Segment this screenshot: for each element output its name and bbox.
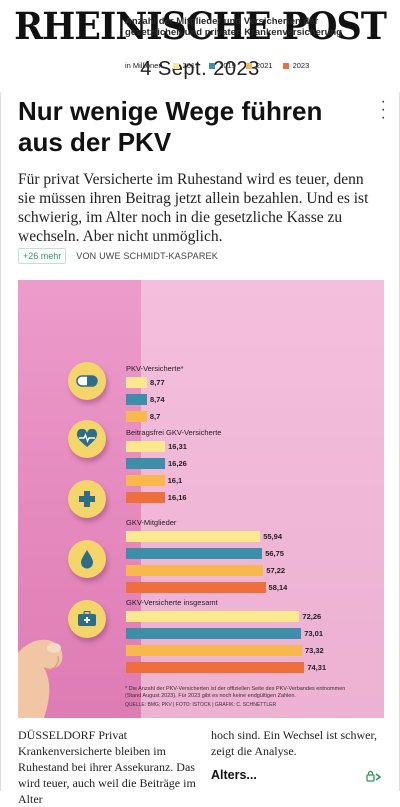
chart-data-label: 16,16 xyxy=(167,493,187,502)
chart-data-label: 8,77 xyxy=(150,378,165,387)
legend-entry: 2017 xyxy=(182,61,200,70)
chart-group-label: Beitragsfrei GKV-Versicherte xyxy=(126,428,222,437)
article-body-right: hoch sind. Ein Wechsel ist schwer, zeigt… xyxy=(211,728,377,758)
medical-cross-icon xyxy=(68,480,106,518)
article-body-left: DÜSSELDORF Privat Krankenversicherte ble… xyxy=(18,728,196,806)
chart-bar xyxy=(126,492,165,503)
chart-data-label: 16,1 xyxy=(167,476,183,485)
chart-bar xyxy=(126,645,302,656)
chart-legend: in Millionen 2017 2019 2021 2023 xyxy=(125,61,309,70)
continue-arrow-icon[interactable] xyxy=(366,771,382,783)
chart-group-label: GKV-Versicherte insgesamt xyxy=(126,598,218,607)
chart-bar xyxy=(126,531,261,542)
article-headline: Nur wenige Wege führen aus der PKV xyxy=(18,96,323,157)
chart-data-label: 73,32 xyxy=(304,646,324,655)
chart-data-label: 8,7 xyxy=(149,412,161,421)
capsule-icon xyxy=(68,362,106,400)
author-byline: VON UWE SCHMIDT-KASPAREK xyxy=(76,251,218,261)
legend-entry: 2021 xyxy=(255,61,273,70)
chart-bar xyxy=(126,582,266,593)
chart-bar xyxy=(126,565,264,576)
hand-illustration xyxy=(18,639,63,718)
chart-bar xyxy=(126,377,148,388)
chart-bar xyxy=(126,611,300,622)
edition-date: 4 Sept. 2023 xyxy=(140,58,260,80)
chart-data-label: 55,94 xyxy=(263,532,283,541)
chart-data-label: 16,31 xyxy=(168,442,187,451)
chart-group-label: PKV-Versicherte* xyxy=(126,364,184,373)
legend-swatch xyxy=(172,62,179,69)
legend-entry: 2019 xyxy=(219,61,236,70)
chart-title: Anzahl der Mitglieder und Versicherten d… xyxy=(125,16,342,38)
chart-bar xyxy=(126,475,165,486)
chart-bar xyxy=(126,662,305,673)
legend-swatch xyxy=(282,62,289,69)
chart-bar xyxy=(126,394,147,405)
article-meta: +26 mehr VON UWE SCHMIDT-KASPAREK xyxy=(18,248,218,264)
legend-swatch xyxy=(209,62,216,69)
more-articles-badge[interactable]: +26 mehr xyxy=(18,248,67,264)
first-aid-kit-icon xyxy=(68,600,106,638)
chart-data-label: 16,26 xyxy=(168,459,187,468)
drop-icon xyxy=(68,540,106,578)
chart-data-label: 58,14 xyxy=(268,583,288,592)
masthead: RHEINISCHE POST 4 Sept. 2023 xyxy=(0,0,400,92)
chart-data-label: 74,31 xyxy=(307,663,327,672)
chart-bar xyxy=(126,548,263,559)
chart-bar xyxy=(126,411,147,422)
legend-entry: 2023 xyxy=(292,61,310,70)
chart-unit: in Millionen xyxy=(125,61,163,70)
more-options-icon[interactable]: · · · xyxy=(380,93,386,126)
chart-data-label: 72,26 xyxy=(302,612,322,621)
chart-data-label: 8,74 xyxy=(149,395,165,404)
chart-bar xyxy=(126,458,166,469)
chart-data-label: 73,01 xyxy=(304,629,323,638)
chart-source: QUELLE: BMG; PKV | FOTO: ISTOCK | GRAFIK… xyxy=(125,702,277,708)
read-more-link[interactable]: Alters... xyxy=(211,768,257,782)
brand-logo: RHEINISCHE POST xyxy=(14,4,387,49)
chart-group-label: GKV-Mitglieder xyxy=(126,518,177,527)
article-teaser: Für privat Versicherte im Ruhestand wird… xyxy=(18,171,369,245)
chart-data-label: 57,22 xyxy=(266,566,286,575)
legend-swatch xyxy=(245,62,252,69)
chart-bar xyxy=(126,441,166,452)
heart-pulse-icon xyxy=(68,420,106,458)
chart-bar xyxy=(126,628,302,639)
chart-footnote: * Die Anzahl der PKV-Versicherten ist de… xyxy=(125,686,346,699)
chart-data-label: 56,75 xyxy=(265,549,284,558)
